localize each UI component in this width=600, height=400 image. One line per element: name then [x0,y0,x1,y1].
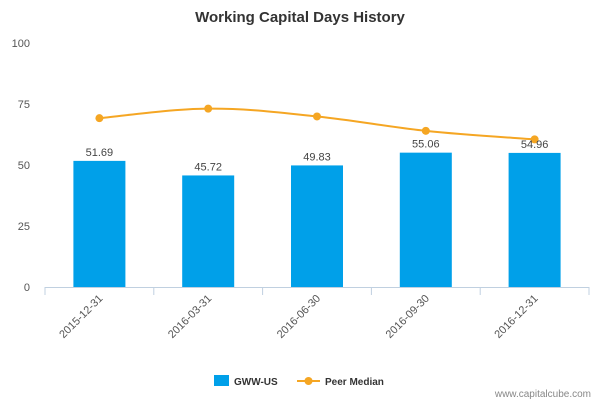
x-tick-label: 2016-12-31 [492,293,540,341]
x-tick-label: 2016-09-30 [384,293,432,341]
legend-swatch-gww [214,375,229,386]
x-tick-label: 2016-06-30 [275,293,323,341]
legend-label-peer: Peer Median [325,377,384,388]
peer-median-point [421,126,430,135]
peer-median-series [95,104,539,144]
data-labels: 51.69 45.72 49.83 55.06 54.96 [86,139,549,174]
peer-median-point [313,112,321,121]
y-axis: 0 25 50 75 100 [12,38,30,294]
credit-text: www.capitalcube.com [494,389,591,400]
bar-data-label: 54.96 [521,139,549,151]
bar [291,165,343,287]
y-tick-label: 75 [18,99,30,111]
bar-series [73,152,561,287]
y-tick-label: 25 [18,221,30,233]
legend-label-gww: GWW-US [234,377,278,388]
bar-data-label: 51.69 [86,147,114,159]
bar-data-label: 49.83 [303,151,331,163]
x-axis: 2015-12-31 2016-03-31 2016-06-30 2016-09-30… [44,287,590,341]
bar [73,160,126,287]
bar-data-label: 45.72 [194,161,222,173]
peer-median-point [204,104,213,113]
chart-title: Working Capital Days History [195,9,405,26]
bar [399,152,452,287]
y-tick-label: 50 [18,160,30,172]
legend: GWW-US Peer Median [214,375,384,388]
bar [182,175,235,287]
legend-swatch-peer-marker [304,377,313,385]
y-tick-label: 100 [12,38,30,50]
y-tick-label: 0 [24,282,30,294]
x-tick-label: 2016-03-31 [166,293,214,341]
bar [508,152,561,287]
peer-median-point [95,114,104,123]
peer-median-point [530,135,539,144]
x-tick-label: 2015-12-31 [57,293,105,341]
bar-data-label: 55.06 [412,139,440,151]
